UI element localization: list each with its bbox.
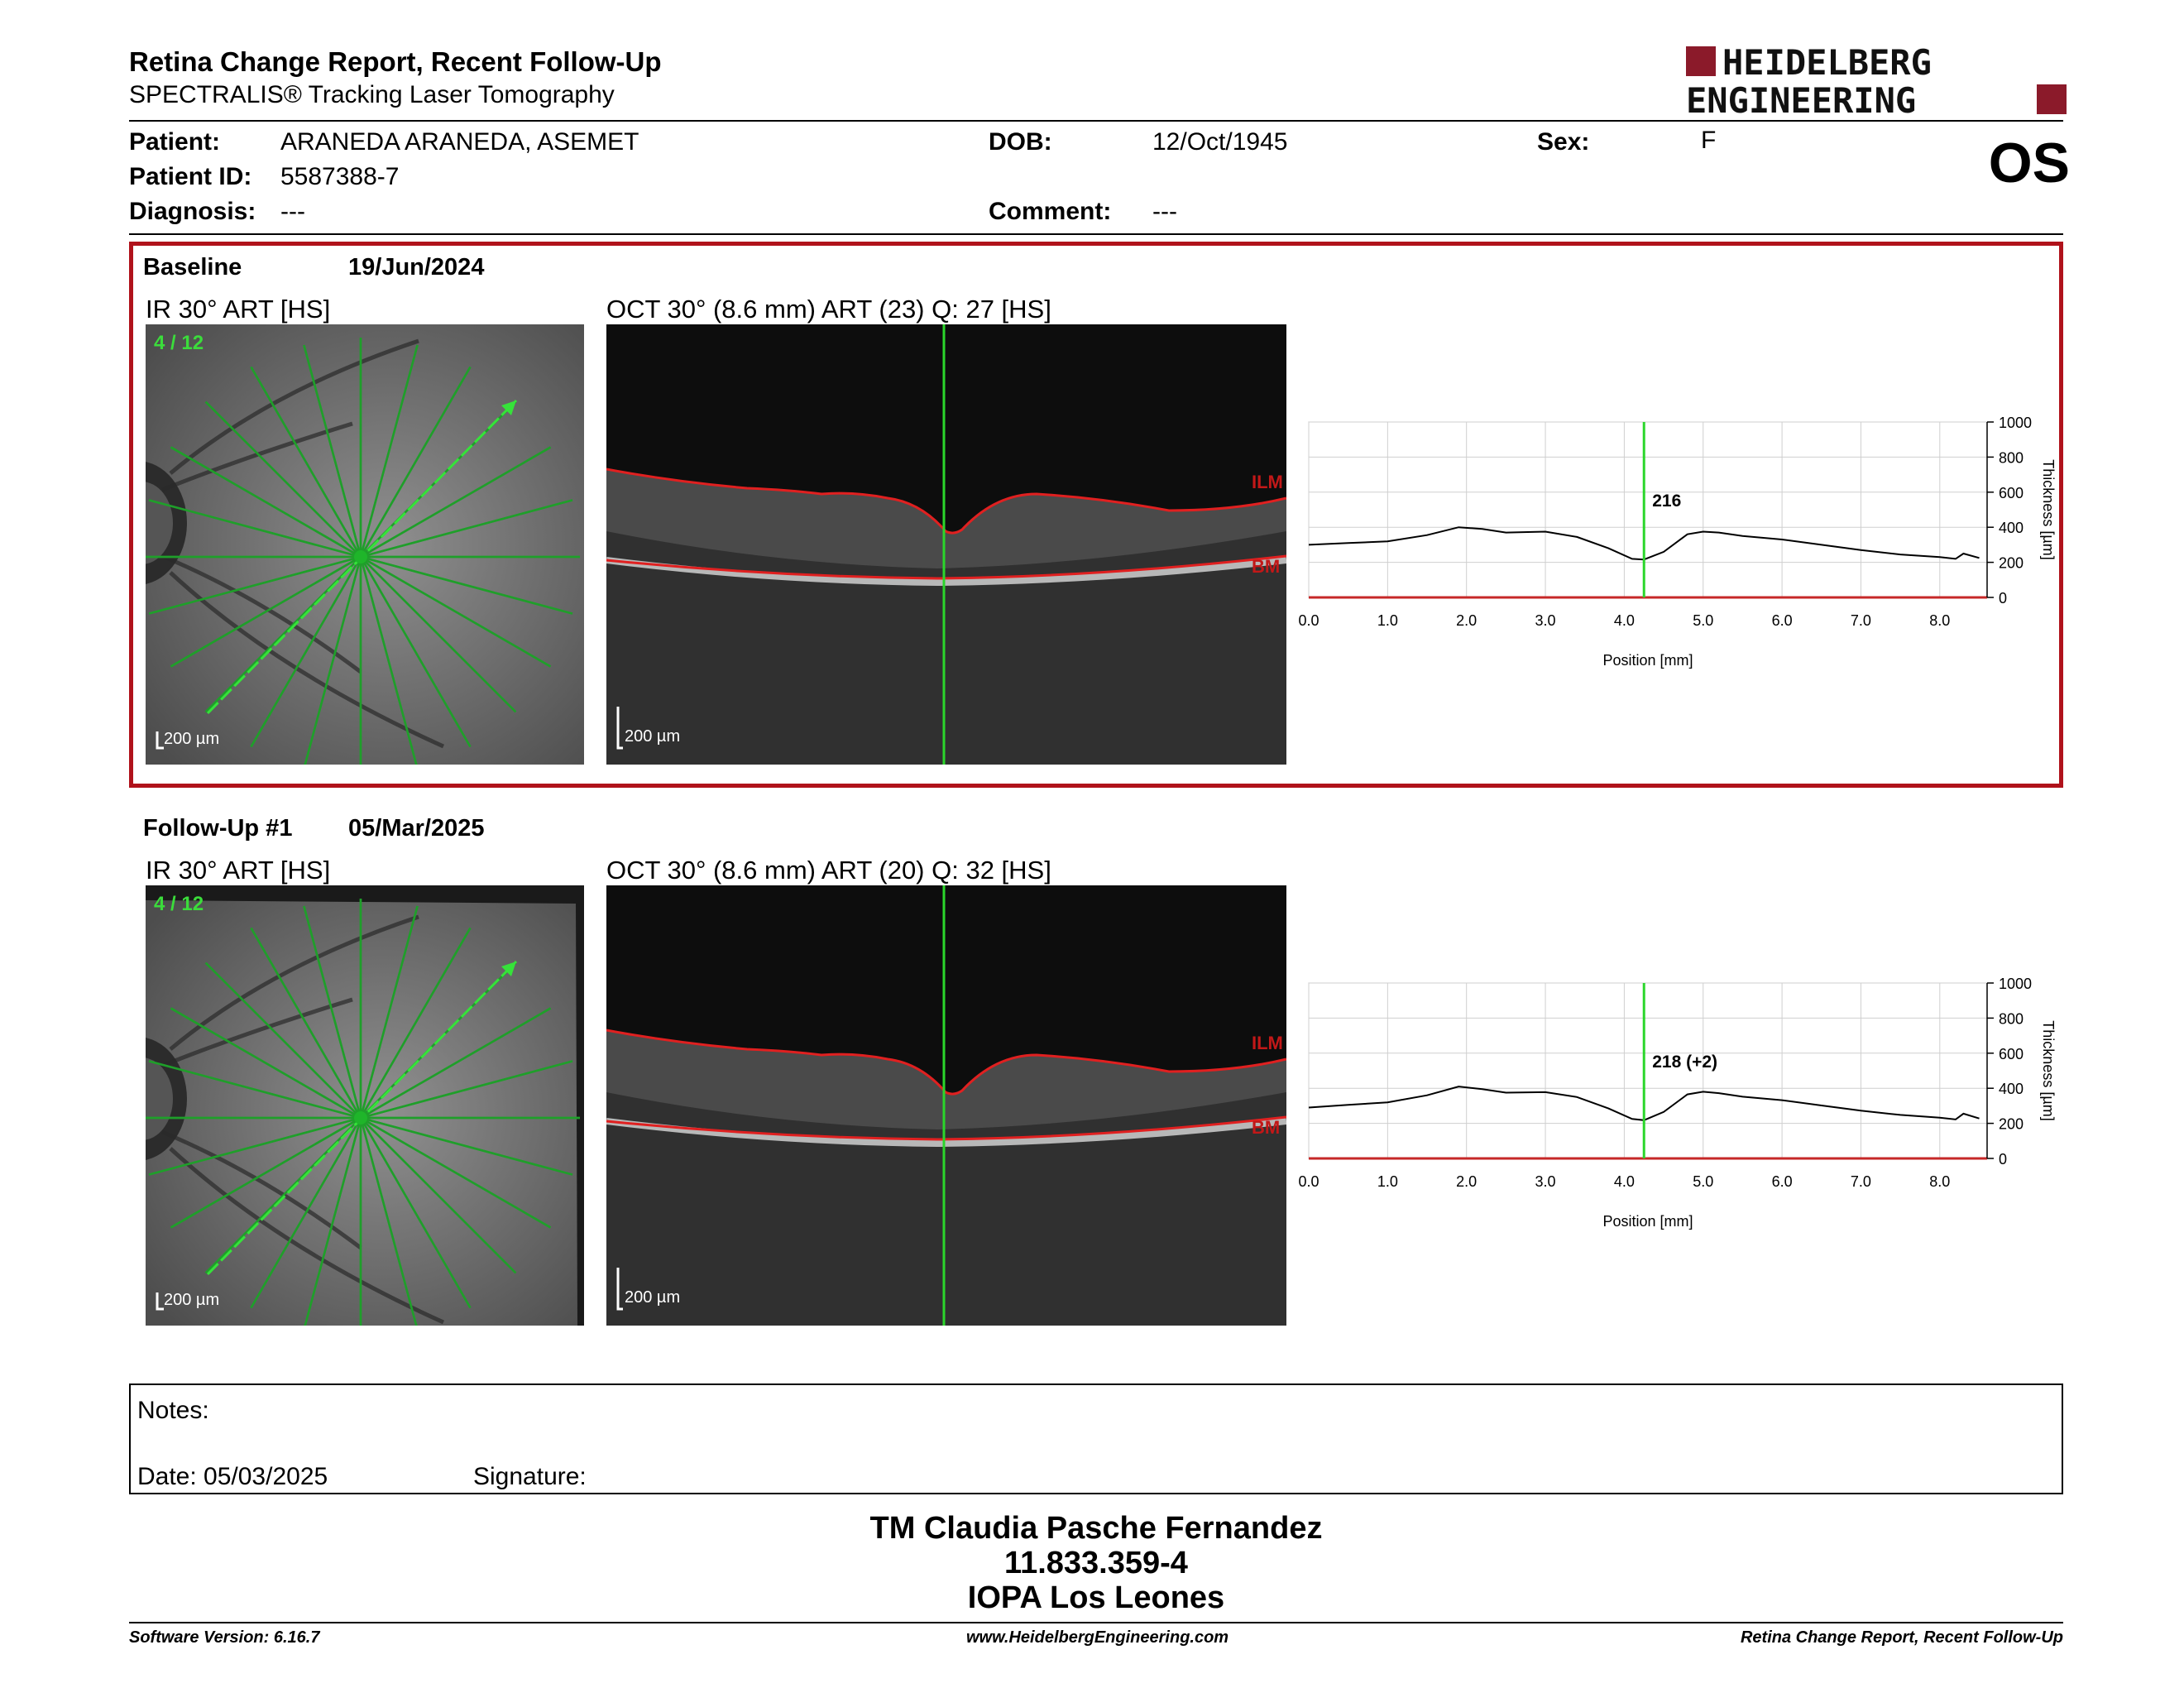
baseline-ir-label: IR 30° ART [HS]: [146, 295, 331, 324]
clinician-id: 11.833.359-4: [1004, 1546, 1188, 1580]
baseline-ilm-label: ILM: [1252, 472, 1283, 492]
x-tick-label: 1.0: [1377, 612, 1398, 629]
diagnosis-value: ---: [280, 198, 305, 225]
x-tick-label: 8.0: [1929, 612, 1950, 629]
x-axis-label: Position [mm]: [1602, 652, 1693, 669]
notes-date: Date: 05/03/2025: [137, 1463, 328, 1490]
clinic-name: IOPA Los Leones: [967, 1580, 1225, 1615]
clinician-name: TM Claudia Pasche Fernandez: [869, 1511, 1323, 1546]
software-version: Software Version: 6.16.7: [129, 1628, 320, 1647]
x-tick-label: 2.0: [1456, 1173, 1477, 1190]
patient-id-value: 5587388-7: [280, 163, 400, 190]
comment-value: ---: [1152, 198, 1177, 225]
x-tick-label: 1.0: [1377, 1173, 1398, 1190]
x-tick-label: 0.0: [1299, 612, 1320, 629]
logo-line1: HEIDELBERG: [1722, 43, 1932, 83]
plot-area: [1308, 421, 1988, 598]
y-tick-label: 0: [1999, 1151, 2007, 1168]
followup-ir-scale: 200 µm: [164, 1291, 219, 1309]
followup-date: 05/Mar/2025: [348, 815, 485, 842]
patient-divider: [129, 233, 2063, 235]
baseline-thickness-chart: 0.0 1.0 2.0 3.0 4.0 5.0 6.0 7.0 8.0 0 200 400 600 800…: [1298, 414, 2068, 679]
followup-title: Follow-Up #1: [143, 815, 293, 842]
y-tick-label: 800: [1999, 1010, 2024, 1027]
baseline-oct-bscan-image: ILM BM 200 µm: [606, 324, 1286, 765]
y-tick-label: 0: [1999, 590, 2007, 607]
baseline-title: Baseline: [143, 254, 242, 281]
baseline-oct-scale: 200 µm: [625, 727, 680, 746]
x-tick-label: 7.0: [1851, 612, 1871, 629]
signature-label: Signature:: [473, 1463, 587, 1490]
followup-ir-label: IR 30° ART [HS]: [146, 856, 331, 885]
y-tick-label: 600: [1999, 485, 2024, 501]
y-tick-label: 200: [1999, 555, 2024, 572]
report-title: Retina Change Report, Recent Follow-Up: [129, 46, 662, 77]
marker-value-label: 218 (+2): [1652, 1053, 1717, 1072]
baseline-ir-fundus-image: 4 / 12 200 µm: [146, 324, 584, 765]
dob-label: DOB:: [989, 128, 1052, 156]
website-link[interactable]: www.HeidelbergEngineering.com: [966, 1628, 1229, 1647]
patient-id-label: Patient ID:: [129, 163, 252, 190]
thickness-series-line: [1308, 526, 1980, 561]
report-subtitle: SPECTRALIS® Tracking Laser Tomography: [129, 81, 615, 108]
x-tick-label: 8.0: [1929, 1173, 1950, 1190]
thickness-series-line: [1308, 1086, 1980, 1121]
x-tick-label: 7.0: [1851, 1173, 1871, 1190]
followup-oct-bscan-image: ILM BM 200 µm: [606, 885, 1286, 1326]
marker-value-label: 216: [1652, 492, 1681, 511]
baseline-highlight-frame: [129, 242, 2063, 788]
y-tick-label: 400: [1999, 1081, 2024, 1097]
baseline-bm-label: BM: [1252, 556, 1280, 577]
followup-thickness-chart: 0.0 1.0 2.0 3.0 4.0 5.0 6.0 7.0 8.0 0 200 400 600 800…: [1298, 975, 2068, 1240]
y-tick-label: 400: [1999, 520, 2024, 536]
y-tick-label: 800: [1999, 449, 2024, 466]
x-tick-label: 0.0: [1299, 1173, 1320, 1190]
y-axis-label: Thickness [µm]: [2040, 459, 2057, 559]
x-tick-label: 3.0: [1535, 612, 1556, 629]
plot-area: [1308, 982, 1988, 1159]
sex-value: F: [1701, 127, 1717, 154]
logo-line2: ENGINEERING: [1686, 80, 1916, 116]
footer-report-name: Retina Change Report, Recent Follow-Up: [1740, 1628, 2063, 1647]
heidelberg-logo: HEIDELBERG ENGINEERING: [1686, 42, 2067, 121]
footer-divider: [129, 1622, 2063, 1623]
y-tick-label: 1000: [1999, 415, 2032, 431]
y-tick-label: 200: [1999, 1116, 2024, 1133]
x-tick-label: 6.0: [1772, 1173, 1793, 1190]
x-tick-label: 4.0: [1614, 1173, 1635, 1190]
followup-oct-label: OCT 30° (8.6 mm) ART (20) Q: 32 [HS]: [606, 856, 1051, 885]
notes-label: Notes:: [137, 1397, 209, 1424]
x-tick-label: 2.0: [1456, 612, 1477, 629]
followup-scan-counter: 4 / 12: [154, 893, 204, 915]
baseline-oct-label: OCT 30° (8.6 mm) ART (23) Q: 27 [HS]: [606, 295, 1051, 324]
header-divider: [129, 120, 2063, 122]
followup-ilm-label: ILM: [1252, 1033, 1283, 1053]
dob-value: 12/Oct/1945: [1152, 128, 1288, 156]
followup-bm-label: BM: [1252, 1117, 1280, 1138]
x-axis-label: Position [mm]: [1602, 1213, 1693, 1230]
eye-indicator: OS: [1988, 132, 2070, 194]
y-tick-label: 600: [1999, 1046, 2024, 1062]
x-tick-label: 6.0: [1772, 612, 1793, 629]
comment-label: Comment:: [989, 198, 1112, 225]
x-tick-label: 3.0: [1535, 1173, 1556, 1190]
patient-name: ARANEDA ARANEDA, ASEMET: [280, 128, 639, 156]
x-tick-label: 5.0: [1693, 612, 1713, 629]
notes-box: Notes: Date: 05/03/2025 Signature:: [129, 1383, 2063, 1494]
baseline-scan-counter: 4 / 12: [154, 332, 204, 354]
baseline-ir-scale: 200 µm: [164, 730, 219, 748]
y-axis-label: Thickness [µm]: [2040, 1020, 2057, 1120]
x-tick-label: 5.0: [1693, 1173, 1713, 1190]
patient-label: Patient:: [129, 128, 221, 156]
baseline-date: 19/Jun/2024: [348, 254, 485, 281]
y-tick-label: 1000: [1999, 976, 2032, 992]
diagnosis-label: Diagnosis:: [129, 198, 256, 225]
sex-label: Sex:: [1537, 128, 1590, 156]
followup-ir-fundus-image: 4 / 12 200 µm: [146, 885, 584, 1326]
x-tick-label: 4.0: [1614, 612, 1635, 629]
followup-oct-scale: 200 µm: [625, 1288, 680, 1307]
